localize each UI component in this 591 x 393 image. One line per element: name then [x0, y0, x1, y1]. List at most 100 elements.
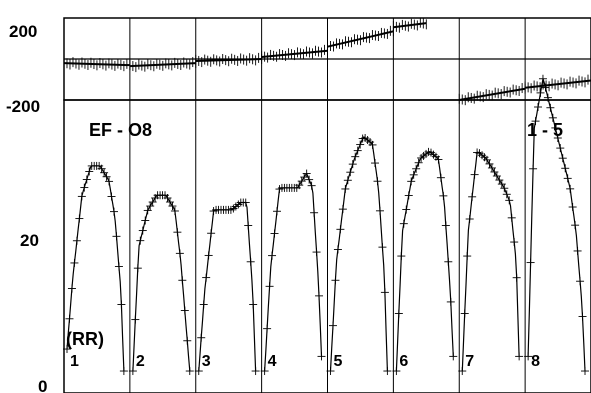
segment-point [194, 367, 203, 376]
segment-point [541, 83, 550, 92]
segment-point [399, 219, 408, 228]
segment-point [578, 312, 587, 321]
segment-point [531, 117, 540, 126]
segment-point [77, 192, 86, 201]
segment-point [553, 134, 562, 143]
segment-point [207, 229, 216, 238]
segment-point [412, 164, 421, 173]
segment-point [368, 140, 377, 149]
segment-point [295, 181, 304, 190]
segment-point [507, 213, 516, 222]
segment-point [500, 184, 509, 193]
top-ytick-200: 200 [9, 22, 37, 41]
segment-point [241, 198, 250, 207]
segment-point [375, 206, 384, 215]
segment-point [197, 333, 206, 342]
segment-point [526, 258, 535, 267]
segment-point [497, 180, 506, 189]
segment-point [441, 221, 450, 230]
segment-point [446, 297, 455, 306]
segment-point [402, 205, 411, 214]
segment-point [70, 258, 79, 267]
segment-point [449, 352, 458, 361]
segment-point [133, 264, 142, 273]
segment-point [333, 245, 342, 254]
segment-point [538, 74, 547, 83]
segment-labels: 1 2 3 4 5 6 7 8 [70, 353, 540, 370]
segment-label-3: 3 [202, 353, 211, 370]
segment-point [141, 216, 150, 225]
segment-point [439, 191, 448, 200]
segment-point [515, 352, 524, 361]
segment-point [173, 228, 182, 237]
segment-point [434, 155, 443, 164]
segment-point [576, 277, 585, 286]
top-panel: 200 -200 [6, 17, 591, 116]
segment-point [65, 314, 74, 323]
segment-point [112, 232, 121, 241]
segment-point [485, 159, 494, 168]
segment-point [268, 251, 277, 260]
segment-point [168, 202, 177, 211]
bottom-dividers [129, 100, 526, 393]
segment-point [302, 169, 311, 178]
segment-point [414, 158, 423, 167]
segment-point [199, 300, 208, 309]
segment-point [512, 273, 521, 282]
segment-point [561, 164, 570, 173]
segment-point [204, 251, 213, 260]
segment-point [534, 103, 543, 112]
bottom-ytick-0: 0 [38, 377, 47, 393]
segment-point [529, 164, 538, 173]
bottom-panel: 20 0 EF - O8 1 - 5 (RR) 1 2 3 4 5 6 7 8 [20, 74, 591, 393]
segment-point [563, 174, 572, 183]
segment-point [82, 175, 91, 184]
segment-point [175, 249, 184, 258]
segment-label-5: 5 [334, 353, 343, 370]
segment-point [373, 177, 382, 186]
segment-point [131, 315, 140, 324]
segment-point [566, 184, 575, 193]
segment-point [465, 215, 474, 224]
segment-point [378, 243, 387, 252]
segment-label-2: 2 [136, 353, 145, 370]
segment-point [336, 225, 345, 234]
segment-curve [198, 201, 257, 372]
segment-point [492, 172, 501, 181]
segment-point [558, 154, 567, 163]
annotation-ef-o8: EF - O8 [89, 120, 152, 140]
segment-point [312, 248, 321, 257]
segment-point [546, 103, 555, 112]
segment-point [505, 196, 514, 205]
segment-point [568, 203, 577, 212]
segment-point [524, 352, 533, 361]
segment-point [63, 345, 71, 354]
segment-point [482, 155, 491, 164]
segment-point [128, 367, 137, 376]
segment-curve [461, 151, 520, 372]
segment-point [351, 152, 360, 161]
bottom-marks [63, 74, 590, 376]
segment-point [409, 170, 418, 179]
segment-point [573, 246, 582, 255]
segment-point [470, 170, 479, 179]
segment-point [183, 336, 192, 345]
segment-point [297, 177, 306, 186]
segment-point [356, 140, 365, 149]
segment-label-7: 7 [465, 353, 474, 370]
segment-point [119, 367, 128, 376]
segment-point [536, 88, 545, 97]
segment-point [502, 190, 511, 199]
segment-point [346, 168, 355, 177]
segment-point [543, 93, 552, 102]
annotation-1-5: 1 - 5 [527, 120, 563, 140]
segment-point [170, 206, 179, 215]
segment-point [407, 177, 416, 186]
segment-point [490, 167, 499, 176]
segment-point [556, 144, 565, 153]
segment-point [394, 309, 403, 318]
bottom-ytick-20: 20 [20, 231, 39, 250]
segment-point [310, 208, 319, 217]
segment-point [148, 198, 157, 207]
